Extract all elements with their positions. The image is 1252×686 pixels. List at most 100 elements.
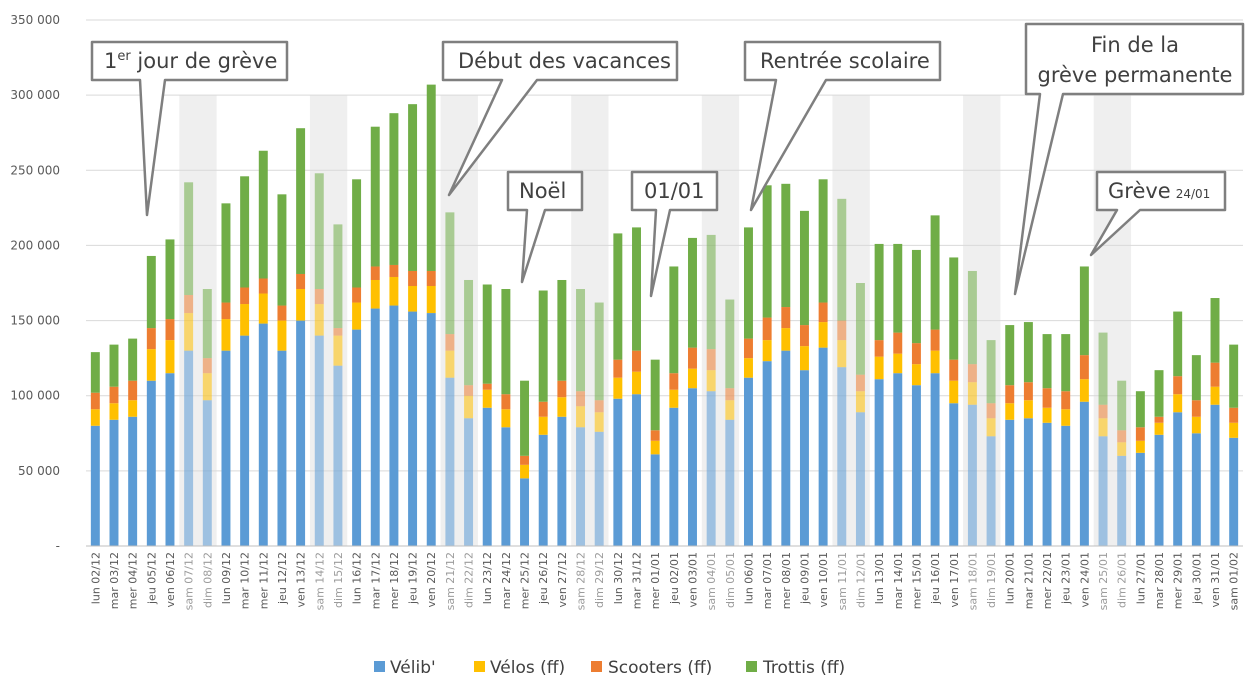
- x-tick-label: lun 23/12: [481, 552, 494, 604]
- bar-segment: [109, 386, 119, 404]
- bar-segment: [986, 340, 996, 404]
- bar-segment: [930, 350, 940, 374]
- bar-segment: [202, 400, 212, 546]
- bar-segment: [1061, 334, 1071, 392]
- bar-segment: [277, 320, 287, 351]
- bar-segment: [184, 182, 194, 296]
- bar-segment: [482, 284, 492, 384]
- bar-segment: [632, 350, 641, 372]
- x-axis-ticks: lun 02/12 mar 03/12 mer 04/12 jeu 05/12 ven …: [89, 552, 1240, 610]
- x-tick-label: jeu 30/01: [1190, 552, 1203, 605]
- bar-segment: [202, 373, 212, 401]
- x-tick-label: mar 31/12: [631, 552, 644, 609]
- bar-stack: [1191, 355, 1201, 546]
- bar-stack: [818, 179, 828, 546]
- bar-segment: [240, 176, 250, 288]
- bar-stack: [146, 255, 156, 546]
- bar-segment: [240, 304, 250, 336]
- legend-swatch-velib: [374, 661, 385, 672]
- callout-new-year: 01/01: [630, 170, 719, 298]
- bar-segment: [1135, 452, 1145, 546]
- bar-segment: [986, 403, 996, 419]
- bar-stack: [109, 344, 119, 546]
- callout-label: 01/01: [644, 179, 705, 203]
- bar-segment: [743, 377, 753, 546]
- bar-segment: [109, 419, 119, 546]
- bar-segment: [1191, 355, 1201, 401]
- bar-segment: [258, 293, 268, 324]
- bar-segment: [874, 243, 884, 341]
- bar-segment: [799, 370, 809, 546]
- bar-stack: [184, 182, 194, 546]
- bar-segment: [258, 323, 268, 546]
- legend-item-scooters: Scooters (ff): [591, 658, 712, 678]
- x-tick-label: mar 03/12: [108, 552, 121, 609]
- x-tick-label: ven 13/12: [295, 552, 308, 607]
- bar-segment: [1079, 401, 1089, 546]
- legend-item-velos: Vélos (ff): [474, 658, 565, 678]
- bar-stack: [874, 243, 884, 546]
- bar-stack: [221, 203, 231, 546]
- bar-stack: [650, 359, 660, 546]
- bar-stack: [613, 233, 623, 546]
- bar-segment: [557, 380, 567, 398]
- x-tick-label: mar 14/01: [892, 552, 905, 609]
- bar-segment: [557, 416, 567, 546]
- bar-segment: [1135, 440, 1145, 453]
- bar-segment: [706, 234, 716, 350]
- bar-segment: [1005, 419, 1015, 546]
- bar-segment: [893, 332, 903, 354]
- x-tick-label: ven 06/12: [164, 552, 177, 607]
- bar-stack: [893, 243, 903, 546]
- bar-segment: [1135, 391, 1145, 428]
- bar-segment: [296, 273, 306, 290]
- bar-stack: [762, 185, 772, 546]
- bar-segment: [90, 425, 100, 546]
- x-tick-label: jeu 02/01: [668, 552, 681, 605]
- callout-label-date: 24/01: [1176, 187, 1211, 201]
- bar-stack: [1023, 322, 1033, 546]
- x-tick-label: mar 24/12: [500, 552, 513, 609]
- y-tick-label: 200 000: [10, 238, 60, 252]
- bar-segment: [277, 305, 287, 321]
- bar-stack: [333, 224, 343, 546]
- bar-segment: [184, 295, 194, 314]
- bar-segment: [128, 416, 138, 546]
- bar-segment: [277, 350, 287, 546]
- legend-swatch-velos: [474, 661, 485, 672]
- bar-segment: [781, 307, 791, 329]
- bar-segment: [967, 404, 977, 546]
- bar-stack: [1173, 311, 1183, 546]
- bar-segment: [1079, 355, 1089, 380]
- bar-segment: [1079, 379, 1089, 402]
- bar-segment: [426, 270, 436, 287]
- bar-segment: [352, 329, 362, 546]
- x-tick-label: dim 08/12: [201, 552, 214, 608]
- bar-stack: [1117, 380, 1127, 546]
- bar-segment: [781, 183, 791, 308]
- bar-stack: [967, 270, 977, 546]
- bar-segment: [1005, 325, 1015, 386]
- legend-swatch-trottis: [746, 661, 757, 672]
- x-tick-label: jeu 23/01: [1060, 552, 1073, 605]
- bar-segment: [799, 210, 809, 326]
- bar-segment: [576, 406, 586, 428]
- bar-segment: [445, 212, 455, 335]
- bar-segment: [221, 350, 231, 546]
- bar-stack: [1229, 344, 1239, 546]
- bar-stack: [743, 227, 753, 546]
- y-tick-label: 250 000: [10, 163, 60, 177]
- callout-end-of-strike: Fin de la grève permanente: [1013, 22, 1245, 296]
- bar-segment: [762, 361, 772, 546]
- bar-segment: [594, 400, 604, 413]
- bar-segment: [1173, 311, 1183, 377]
- x-tick-label: lun 13/01: [873, 552, 886, 604]
- x-tick-label: dim 26/01: [1116, 552, 1129, 608]
- x-tick-label: lun 20/01: [1004, 552, 1017, 604]
- bar-segment: [576, 427, 586, 546]
- bar-segment: [1042, 388, 1052, 408]
- callout-holidays-start: Début des vacances: [441, 40, 679, 197]
- callout-label: Début des vacances: [458, 49, 671, 73]
- bar-stack: [1098, 332, 1108, 546]
- bar-stack: [426, 84, 436, 546]
